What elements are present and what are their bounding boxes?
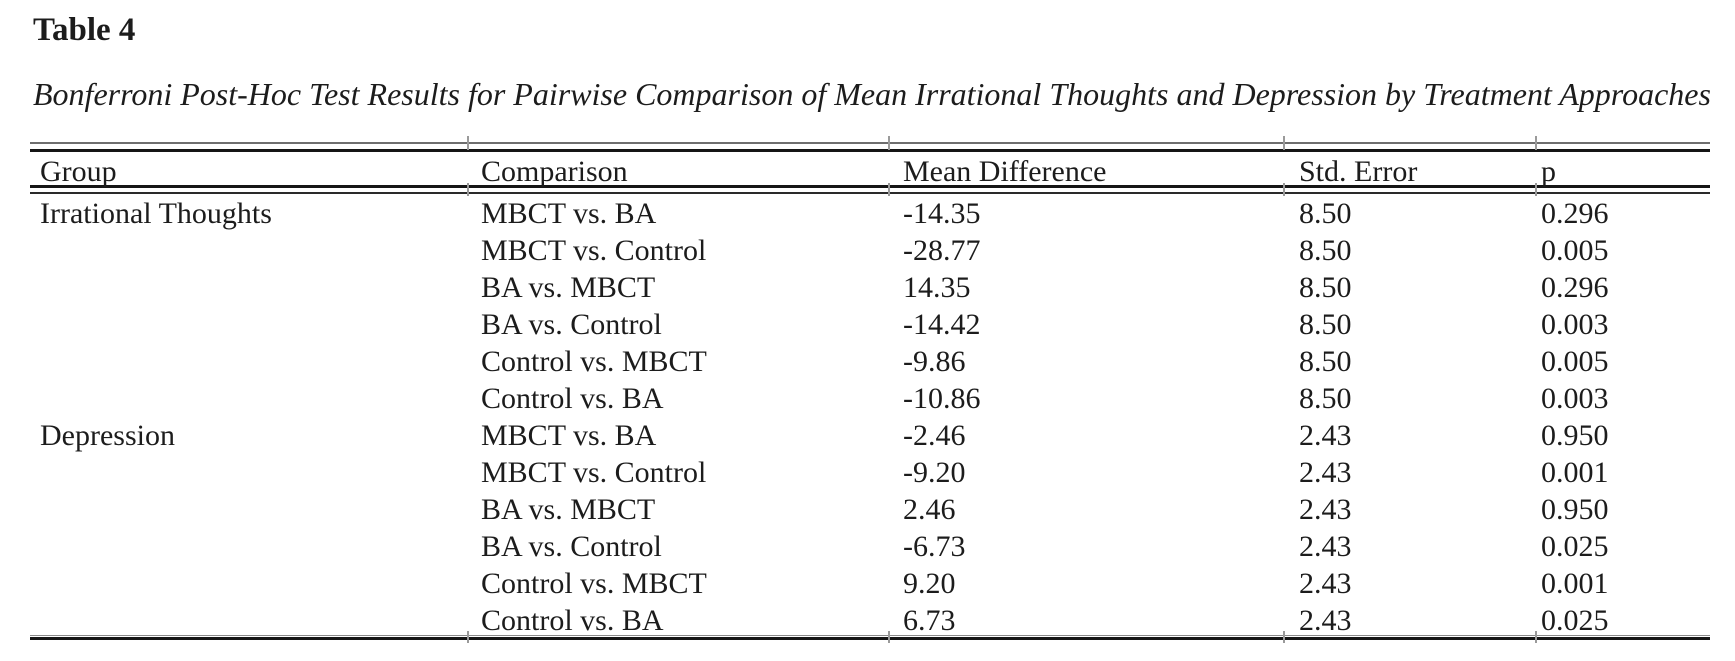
cell-comparison: Control vs. MBCT	[481, 345, 707, 378]
table-bottom-rule	[30, 637, 1710, 640]
cell-mean-difference: 6.73	[903, 604, 956, 637]
cell-comparison: Control vs. BA	[481, 604, 664, 637]
cell-comparison: MBCT vs. BA	[481, 419, 657, 452]
column-divider-tick	[1283, 631, 1285, 643]
cell-p: 0.001	[1541, 456, 1609, 489]
cell-mean-difference: -2.46	[903, 419, 966, 452]
column-divider-tick	[888, 183, 890, 196]
header-bottom-rule	[30, 185, 1710, 188]
cell-mean-difference: -9.86	[903, 345, 966, 378]
cell-std-error: 2.43	[1299, 456, 1352, 489]
cell-group	[30, 380, 467, 417]
cell-group	[30, 491, 467, 528]
cell-p: 0.005	[1541, 234, 1609, 267]
column-divider-tick	[467, 183, 469, 196]
cell-group	[30, 269, 467, 306]
cell-comparison: Control vs. BA	[481, 382, 664, 415]
column-divider-tick	[1283, 136, 1285, 150]
cell-comparison: Control vs. MBCT	[481, 567, 707, 600]
cell-p: 0.025	[1541, 604, 1609, 637]
table-top-rule-light	[30, 142, 1710, 144]
column-divider-tick	[1535, 136, 1537, 150]
column-divider-tick	[1535, 631, 1537, 643]
column-header-mean-difference: Mean Difference	[903, 155, 1107, 188]
cell-group	[30, 306, 467, 343]
cell-std-error: 2.43	[1299, 493, 1352, 526]
cell-std-error: 8.50	[1299, 234, 1352, 267]
column-divider-tick	[1535, 183, 1537, 196]
column-divider-tick	[1283, 183, 1285, 196]
table-top-rule	[30, 149, 1710, 152]
table-caption: Bonferroni Post-Hoc Test Results for Pai…	[33, 76, 1711, 112]
cell-p: 0.005	[1541, 345, 1609, 378]
cell-mean-difference: 9.20	[903, 567, 956, 600]
cell-p: 0.003	[1541, 382, 1609, 415]
column-divider-tick	[888, 631, 890, 643]
cell-group	[30, 343, 467, 380]
column-header-std-error: Std. Error	[1299, 155, 1418, 188]
cell-std-error: 8.50	[1299, 197, 1352, 230]
cell-p: 0.025	[1541, 530, 1609, 563]
cell-p: 0.296	[1541, 271, 1609, 304]
cell-comparison: MBCT vs. BA	[481, 197, 657, 230]
cell-comparison: BA vs. Control	[481, 308, 662, 341]
cell-comparison: BA vs. Control	[481, 530, 662, 563]
column-header-p: p	[1541, 155, 1556, 188]
column-header-comparison: Comparison	[481, 155, 628, 188]
cell-mean-difference: -6.73	[903, 530, 966, 563]
header-bottom-rule-secondary	[30, 192, 1710, 194]
cell-p: 0.950	[1541, 419, 1609, 452]
cell-group	[30, 528, 467, 565]
cell-comparison: MBCT vs. Control	[481, 234, 707, 267]
cell-group	[30, 565, 467, 602]
cell-comparison: MBCT vs. Control	[481, 456, 707, 489]
cell-group	[30, 602, 467, 639]
table-bottom-rule-light	[30, 635, 1710, 636]
cell-p: 0.296	[1541, 197, 1609, 230]
data-table: Group Comparison Mean Difference Std. Er…	[30, 151, 1710, 639]
column-divider-tick	[467, 136, 469, 150]
cell-comparison: BA vs. MBCT	[481, 271, 656, 304]
column-header-group: Group	[40, 155, 117, 188]
cell-std-error: 2.43	[1299, 419, 1352, 452]
cell-group	[30, 232, 467, 269]
cell-comparison: BA vs. MBCT	[481, 493, 656, 526]
cell-p: 0.003	[1541, 308, 1609, 341]
cell-mean-difference: 2.46	[903, 493, 956, 526]
table-label: Table 4	[33, 12, 136, 48]
cell-std-error: 2.43	[1299, 567, 1352, 600]
cell-mean-difference: -10.86	[903, 382, 981, 415]
column-divider-tick	[888, 136, 890, 150]
cell-group: Depression	[40, 419, 175, 452]
cell-mean-difference: -14.42	[903, 308, 981, 341]
cell-group	[30, 454, 467, 491]
cell-mean-difference: 14.35	[903, 271, 971, 304]
cell-std-error: 2.43	[1299, 604, 1352, 637]
cell-p: 0.950	[1541, 493, 1609, 526]
cell-std-error: 8.50	[1299, 271, 1352, 304]
cell-mean-difference: -9.20	[903, 456, 966, 489]
cell-std-error: 2.43	[1299, 530, 1352, 563]
cell-std-error: 8.50	[1299, 308, 1352, 341]
cell-group: Irrational Thoughts	[40, 197, 272, 230]
cell-mean-difference: -28.77	[903, 234, 981, 267]
cell-p: 0.001	[1541, 567, 1609, 600]
cell-std-error: 8.50	[1299, 382, 1352, 415]
column-divider-tick	[467, 631, 469, 643]
cell-std-error: 8.50	[1299, 345, 1352, 378]
cell-mean-difference: -14.35	[903, 197, 981, 230]
